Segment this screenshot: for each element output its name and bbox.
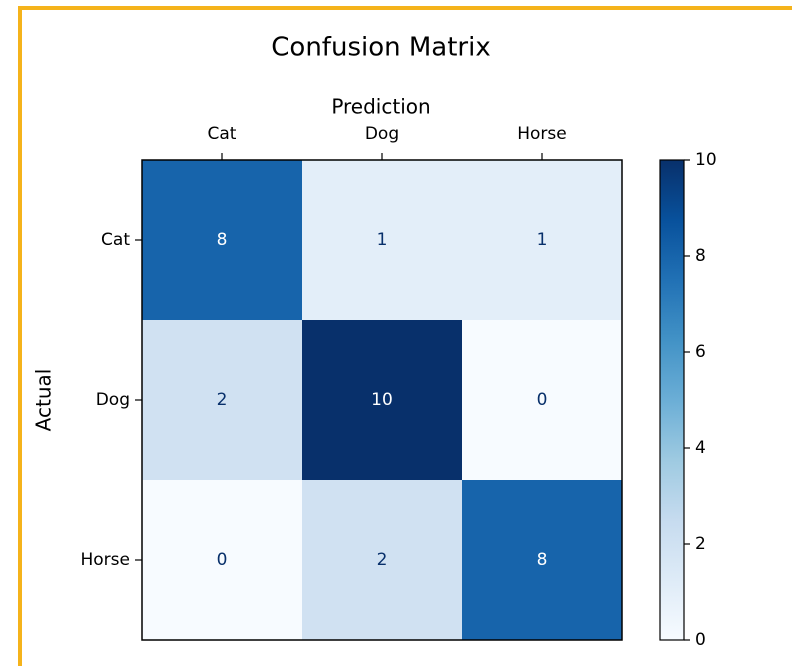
cell <box>142 160 302 320</box>
colorbar-tick-label: 4 <box>695 438 706 458</box>
y-tick-label: Horse <box>81 550 131 570</box>
colorbar-tick-label: 10 <box>695 150 717 170</box>
x-axis-label: Prediction <box>331 95 430 119</box>
cell <box>302 320 462 480</box>
x-tick-label: Dog <box>365 124 399 144</box>
cell <box>462 320 622 480</box>
cell-label: 2 <box>217 390 228 410</box>
colorbar-tick-label: 8 <box>695 246 706 266</box>
x-tick-label: Horse <box>517 124 567 144</box>
cell-label: 8 <box>217 230 228 250</box>
colorbar-tick-label: 6 <box>695 342 706 362</box>
x-tick-label: Cat <box>208 124 237 144</box>
cell-label: 0 <box>537 390 548 410</box>
y-axis-label: Actual <box>32 369 56 432</box>
colorbar <box>659 159 685 641</box>
cell-label: 8 <box>537 550 548 570</box>
cell <box>462 480 622 640</box>
y-tick-label: Cat <box>101 230 130 250</box>
cell-label: 1 <box>537 230 548 250</box>
cell <box>142 320 302 480</box>
cell <box>302 480 462 640</box>
y-tick-label: Dog <box>96 390 130 410</box>
cell <box>302 160 462 320</box>
cell-label: 1 <box>377 230 388 250</box>
cell-label: 0 <box>217 550 228 570</box>
cell <box>142 480 302 640</box>
chart-title: Confusion Matrix <box>271 33 490 63</box>
colorbar-tick-label: 0 <box>695 630 706 650</box>
cell <box>462 160 622 320</box>
colorbar-tick-label: 2 <box>695 534 706 554</box>
cell-label: 2 <box>377 550 388 570</box>
cell-label: 10 <box>371 390 393 410</box>
